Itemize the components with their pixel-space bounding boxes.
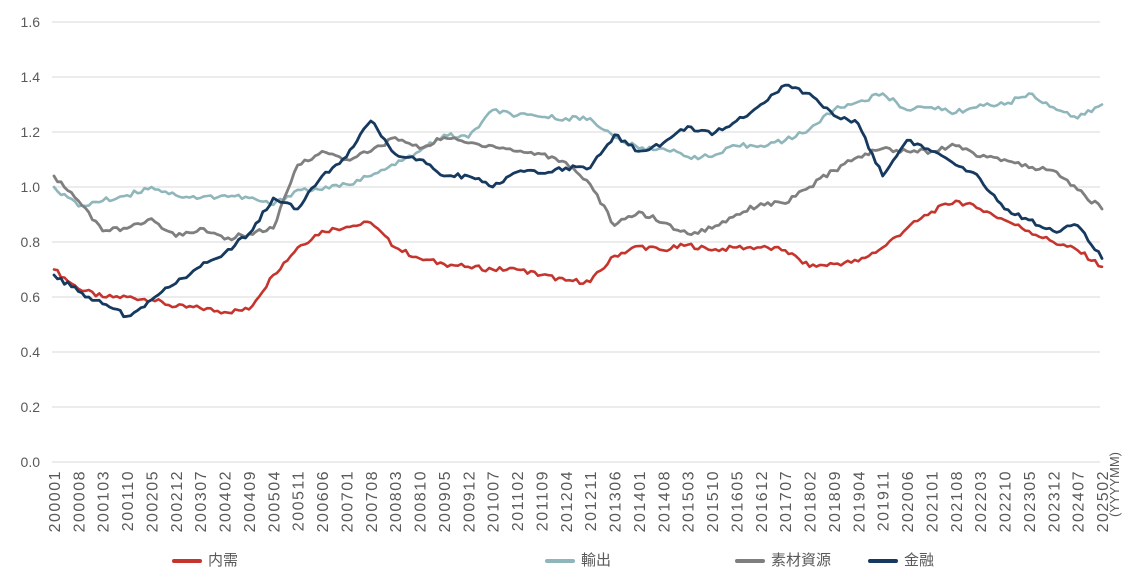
y-tick-label: 1.6 <box>21 14 41 30</box>
x-tick-label: 200606 <box>315 470 332 532</box>
legend-swatch-icon <box>735 559 765 563</box>
x-tick-label: 200803 <box>388 470 405 532</box>
series-line-1 <box>52 92 1104 208</box>
y-tick-label: 1.2 <box>21 124 41 140</box>
y-tick-label: 1.0 <box>21 179 41 195</box>
x-tick-label: 201007 <box>486 470 503 532</box>
x-tick-label: 201911 <box>876 470 893 531</box>
x-tick-label: 202407 <box>1071 470 1088 532</box>
x-tick-label: 200409 <box>242 470 259 532</box>
x-tick-label: 200110 <box>120 470 137 531</box>
x-tick-label: 201211 <box>583 470 600 531</box>
legend-swatch-icon <box>868 559 898 563</box>
series-line-0 <box>52 199 1104 315</box>
legend-swatch-icon <box>172 559 202 563</box>
x-tick-label: 200504 <box>266 470 283 532</box>
legend-label: 内需 <box>208 552 239 569</box>
x-tick-label: 200701 <box>339 470 356 532</box>
legend-swatch-icon <box>545 559 575 563</box>
legend-item-3: 金融 <box>868 552 934 570</box>
x-tick-label: 200205 <box>144 470 161 532</box>
x-tick-label: 202108 <box>949 470 966 532</box>
x-tick-label: 201109 <box>534 470 551 531</box>
x-tick-label: 200708 <box>364 470 381 532</box>
x-tick-label: 202305 <box>1022 470 1039 532</box>
x-tick-label: 202006 <box>900 470 917 532</box>
x-tick-label: 201204 <box>559 470 576 532</box>
chart-legend: 内需 輸出 素材資源 金融 <box>0 548 1124 582</box>
legend-item-1: 輸出 <box>545 552 611 570</box>
y-tick-label: 0.4 <box>21 344 41 360</box>
x-tick-label: 201707 <box>778 470 795 532</box>
legend-item-0: 内需 <box>172 552 238 570</box>
x-tick-label: 201306 <box>608 470 625 532</box>
x-tick-label: 201401 <box>632 470 649 532</box>
y-tick-label: 1.4 <box>21 69 41 85</box>
x-tick-label: 201809 <box>827 470 844 532</box>
x-tick-label: 201408 <box>656 470 673 532</box>
legend-label: 素材資源 <box>771 552 832 569</box>
x-tick-label: 201904 <box>851 470 868 532</box>
series-line-3 <box>52 83 1104 319</box>
x-tick-label: 201802 <box>803 470 820 532</box>
x-tick-label: 200905 <box>437 470 454 532</box>
gridlines <box>52 21 1100 463</box>
x-axis-unit-note: (YYYYMM) <box>1107 452 1122 517</box>
x-tick-label: 200810 <box>413 470 430 532</box>
x-tick-label: 200008 <box>71 470 88 532</box>
x-tick-label: 201503 <box>681 470 698 532</box>
legend-label: 輸出 <box>581 552 612 569</box>
x-tick-label: 201605 <box>729 470 746 532</box>
x-tick-label: 200511 <box>291 470 308 531</box>
y-axis-labels: 0.0 0.2 0.4 0.6 0.8 1.0 1.2 1.4 1.6 <box>21 14 41 470</box>
x-tick-label: 201612 <box>754 470 771 532</box>
x-tick-label: 202502 <box>1095 470 1112 532</box>
x-tick-label: 202210 <box>998 470 1015 532</box>
x-tick-label: 200001 <box>47 470 64 532</box>
series-line-2 <box>52 136 1104 242</box>
x-tick-label: 201510 <box>705 470 722 532</box>
x-tick-label: 201102 <box>510 470 527 531</box>
x-tick-label: 200103 <box>96 470 113 532</box>
x-axis-labels: 200001 200008 200103 200110 200205 200212 2003… <box>47 470 1112 532</box>
legend-label: 金融 <box>904 552 935 569</box>
legend-item-2: 素材資源 <box>735 552 831 570</box>
x-tick-label: 200402 <box>218 470 235 532</box>
x-tick-label: 200912 <box>461 470 478 532</box>
y-tick-label: 0.2 <box>21 399 41 415</box>
x-tick-label: 200212 <box>169 470 186 532</box>
x-tick-label: 202312 <box>1046 470 1063 532</box>
x-tick-label: 202101 <box>924 470 941 532</box>
x-tick-label: 202203 <box>973 470 990 532</box>
x-tick-label: 200307 <box>193 470 210 532</box>
y-tick-label: 0.8 <box>21 234 41 250</box>
y-tick-label: 0.6 <box>21 289 41 305</box>
y-tick-label: 0.0 <box>21 454 41 470</box>
